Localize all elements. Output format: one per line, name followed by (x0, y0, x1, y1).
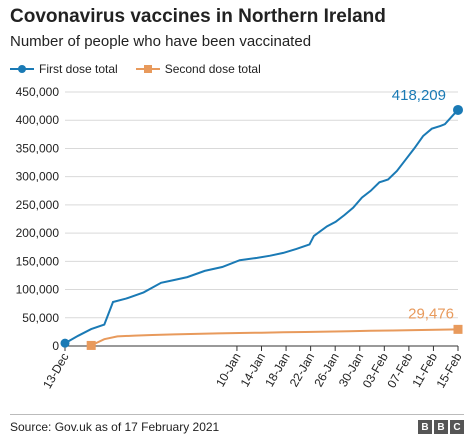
footer-divider (10, 414, 464, 415)
legend-second-dose-marker (135, 65, 160, 73)
y-tick-label: 150,000 (16, 254, 60, 268)
legend-item-second-dose: Second dose total (135, 62, 261, 76)
legend-second-dose-label: Second dose total (164, 62, 261, 76)
x-tick-label: 13-Dec (40, 351, 71, 392)
y-tick-label: 50,000 (22, 311, 59, 325)
legend-first-dose-label: First dose total (39, 62, 118, 76)
source-note: Source: Gov.uk as of 17 February 2021 (10, 420, 220, 434)
y-tick-label: 300,000 (16, 170, 60, 184)
y-tick-label: 450,000 (16, 85, 60, 99)
second-dose-start-point (86, 340, 96, 350)
legend-first-dose-marker (10, 65, 34, 73)
y-tick-label: 350,000 (16, 141, 60, 155)
first-dose-end-label: 418,209 (392, 87, 446, 104)
first-dose-line (64, 109, 459, 345)
x-tick-label: 15-Feb (433, 350, 464, 390)
first-dose-end-point (453, 104, 463, 115)
chart-legend: First dose total Second dose total (10, 62, 273, 76)
chart-subtitle: Number of people who have been vaccinate… (10, 33, 312, 50)
y-tick-label: 0 (52, 339, 59, 353)
second-dose-end-point (453, 324, 463, 334)
second-dose-line (90, 328, 459, 347)
second-dose-end-label: 29,476 (408, 305, 454, 322)
y-tick-label: 100,000 (16, 283, 60, 297)
y-tick-label: 250,000 (16, 198, 60, 212)
legend-item-first-dose: First dose total (10, 62, 118, 76)
chart-title: Covonavirus vaccines in Northern Ireland (10, 6, 386, 27)
y-tick-label: 200,000 (16, 226, 60, 240)
first-dose-start-point (60, 338, 70, 348)
y-tick-label: 400,000 (16, 113, 60, 127)
